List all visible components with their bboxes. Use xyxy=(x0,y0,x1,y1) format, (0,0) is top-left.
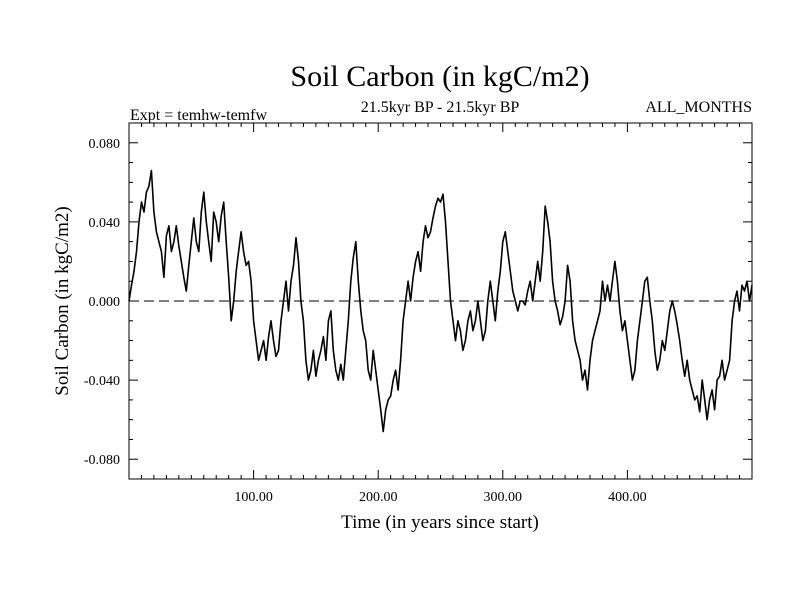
period-label: 21.5kyr BP - 21.5kyr BP xyxy=(361,99,520,116)
y-tick-label: 0.000 xyxy=(89,295,121,310)
x-tick-label: 100.00 xyxy=(234,490,273,505)
y-axis-label: Soil Carbon (in kgC/m2) xyxy=(52,206,73,395)
experiment-label: Expt = temhw-temfw xyxy=(130,107,267,124)
months-label: ALL_MONTHS xyxy=(645,99,752,116)
x-tick-label: 400.00 xyxy=(608,490,647,505)
soil-carbon-series-line xyxy=(128,169,753,433)
x-tick-label: 200.00 xyxy=(359,490,398,505)
y-tick-label: 0.040 xyxy=(89,216,121,231)
y-tick-label: -0.040 xyxy=(84,374,120,389)
y-tick-label: -0.080 xyxy=(84,453,120,468)
x-tick-label: 300.00 xyxy=(484,490,523,505)
y-tick-label: 0.080 xyxy=(89,137,121,152)
chart-title: Soil Carbon (in kgC/m2) xyxy=(290,60,589,93)
x-axis-label: Time (in years since start) xyxy=(341,512,539,533)
